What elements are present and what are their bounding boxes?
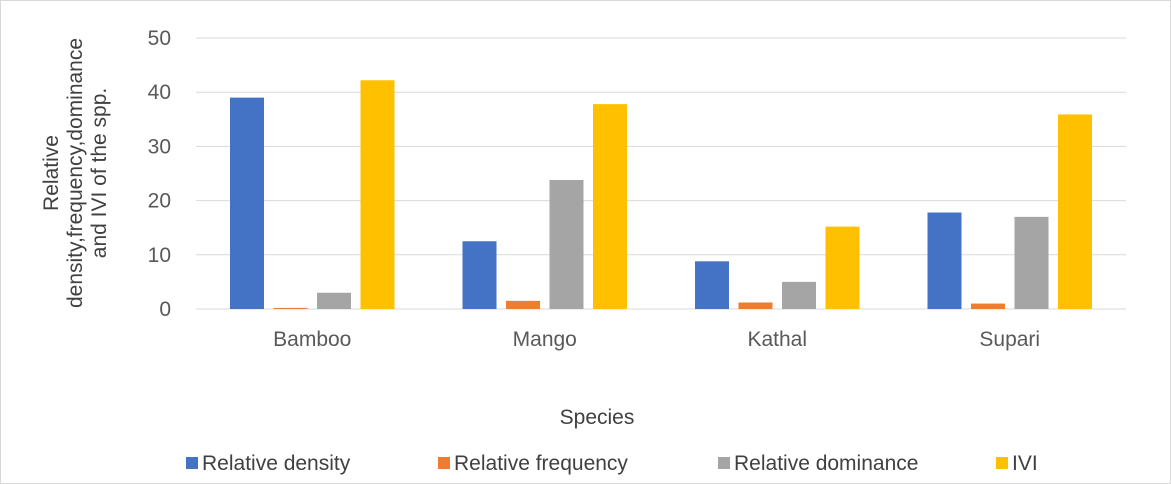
bar-relative-dominance-mango <box>549 180 584 309</box>
y-axis-title-line: density,frequency,dominance <box>64 38 87 308</box>
y-tick-label: 50 <box>148 27 171 50</box>
legend-swatch <box>186 457 198 469</box>
x-tick-label: Supari <box>979 328 1040 351</box>
bar-ivi-mango <box>593 104 627 310</box>
bar-relative-dominance-supari <box>1014 216 1049 309</box>
y-tick-label: 30 <box>148 135 171 158</box>
bar-ivi-kathal <box>825 226 860 309</box>
legend: Relative density Relative frequency Relati… <box>186 452 1038 475</box>
bar-relative-frequency-supari <box>971 303 1005 309</box>
y-axis-title-line: and IVI of the spp. <box>88 88 111 258</box>
bar-ivi-supari <box>1058 114 1092 309</box>
bar-relative-density-bamboo <box>230 97 264 310</box>
x-axis-ticks: Bamboo Mango Kathal Supari <box>273 328 1040 351</box>
bar-relative-dominance-kathal <box>782 281 816 309</box>
y-axis-ticks: 0 10 20 30 40 50 <box>148 27 171 321</box>
legend-swatch <box>718 457 730 469</box>
bar-relative-frequency-mango <box>506 300 540 309</box>
y-tick-label: 40 <box>148 81 171 104</box>
x-axis-title: Species <box>560 406 635 429</box>
bar-relative-frequency-kathal <box>738 302 773 309</box>
legend-label: IVI <box>1012 452 1038 475</box>
bar-relative-density-kathal <box>695 261 729 309</box>
legend-label: Relative density <box>202 452 351 475</box>
legend-swatch <box>996 457 1008 469</box>
legend-swatch <box>438 457 450 469</box>
bar-relative-dominance-bamboo <box>317 292 351 309</box>
y-axis-title-line: Relative <box>40 135 63 211</box>
bar-relative-frequency-bamboo <box>273 307 308 309</box>
y-tick-label: 10 <box>148 244 171 267</box>
x-tick-label: Bamboo <box>273 328 351 351</box>
bar-ivi-bamboo <box>360 80 395 309</box>
legend-label: Relative dominance <box>734 452 918 475</box>
y-tick-label: 20 <box>148 190 171 213</box>
y-tick-label: 0 <box>159 298 171 321</box>
y-axis-title: Relativedensity,frequency,dominanceand I… <box>40 38 111 308</box>
bars <box>230 80 1092 310</box>
bar-relative-density-supari <box>927 212 962 309</box>
x-tick-label: Mango <box>513 328 577 351</box>
bar-relative-density-mango <box>462 241 497 309</box>
x-tick-label: Kathal <box>747 328 807 351</box>
legend-label: Relative frequency <box>454 452 628 475</box>
